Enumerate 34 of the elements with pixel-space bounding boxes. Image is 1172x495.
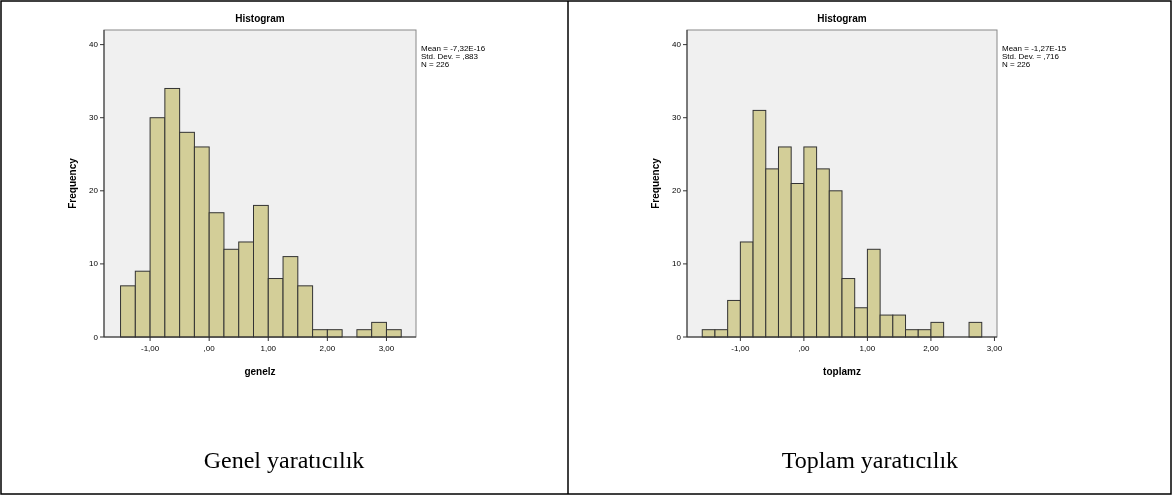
x-tick-label: 2,00	[923, 344, 940, 353]
x-tick-label: ,00	[203, 344, 216, 353]
y-tick-label: 0	[676, 332, 682, 342]
x-axis-title: genelz	[244, 366, 276, 377]
x-axis-title: toplamz	[823, 366, 861, 377]
text: N = 226	[421, 60, 450, 69]
y-tick-label: 0	[93, 332, 99, 342]
x-tick-label: -1,00	[731, 344, 751, 353]
x-tick-label: -1,00	[140, 344, 160, 353]
y-tick-label: 10	[672, 259, 682, 269]
x-tick-label: ,00	[798, 344, 810, 353]
x-tick-label: 2,00	[319, 344, 336, 353]
x-tick-label: 3,00	[378, 344, 395, 353]
x-tick-label: 1,00	[859, 344, 876, 353]
y-axis-title: Frequency	[650, 157, 661, 209]
y-tick-label: 40	[672, 40, 682, 50]
x-tick-label: 1,00	[260, 344, 277, 353]
chart-title: Histogram	[817, 13, 867, 24]
y-tick-label: 20	[89, 186, 99, 196]
text: N = 226	[1002, 60, 1031, 69]
y-tick-label: 30	[672, 113, 682, 123]
y-tick-label: 20	[672, 186, 682, 196]
text: Mean = -7,32E-16	[421, 44, 486, 53]
chart-title: Histogram	[235, 13, 285, 24]
y-tick-label: 30	[89, 113, 99, 123]
y-tick-label: 40	[89, 40, 99, 50]
y-tick-label: 10	[89, 259, 99, 269]
text: Genel yaratıcılık	[203, 447, 365, 473]
text: Std. Dev. = ,883	[421, 52, 479, 61]
x-tick-label: 3,00	[986, 344, 1003, 353]
y-axis-title: Frequency	[67, 157, 78, 209]
text: Mean = -1,27E-15	[1002, 44, 1067, 53]
text: Toplam yaratıcılık	[781, 447, 959, 473]
text: Std. Dev. = ,716	[1002, 52, 1060, 61]
